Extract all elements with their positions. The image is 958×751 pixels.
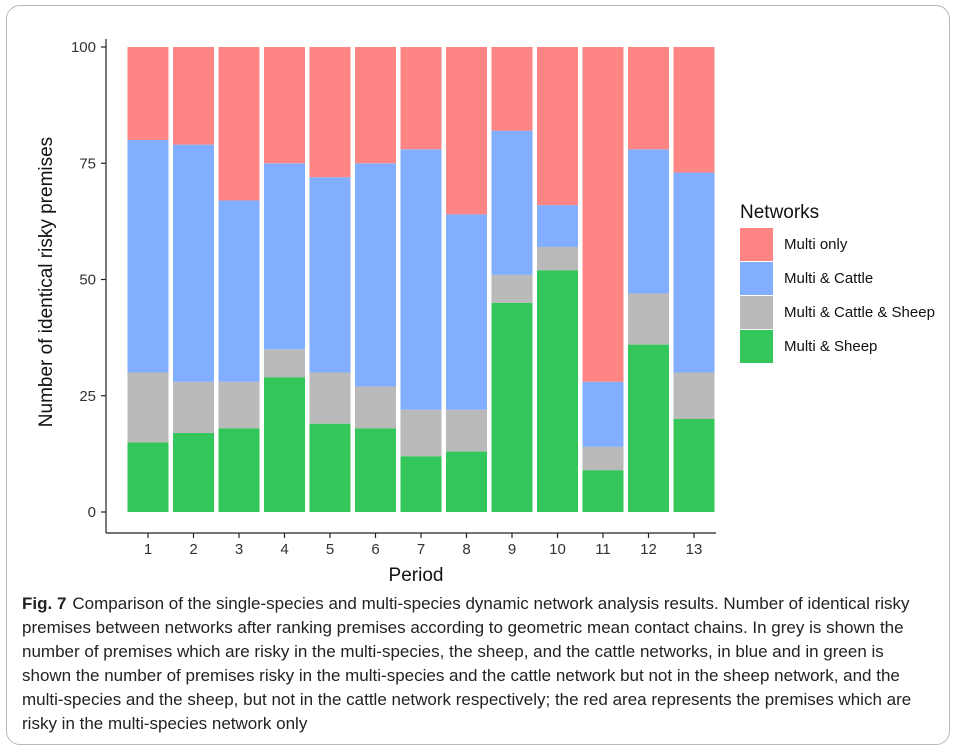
x-tick-label-12: 12 (640, 541, 657, 558)
bar-segment-multi-cattle-period-11 (582, 381, 624, 447)
bar-segment-multi-only-period-2 (173, 47, 214, 145)
y-tick-label-100: 100 (71, 39, 96, 56)
bar-segment-multi-cattle-sheep-period-7 (400, 409, 442, 457)
bar-segment-multi-cattle-period-8 (446, 214, 487, 410)
legend-label-multi-cattle: Multi & Cattle (784, 270, 873, 287)
bar-segment-multi-cattle-sheep-period-6 (355, 386, 396, 429)
y-tick-label-75: 75 (79, 155, 96, 172)
legend-swatch-multi-sheep (740, 330, 773, 363)
y-tick-label-50: 50 (79, 272, 96, 289)
bar-segment-multi-cattle-sheep-period-13 (673, 372, 715, 419)
legend-title: Networks (740, 202, 819, 223)
legend-swatch-multi-cattle-sheep (740, 296, 773, 329)
bar-segment-multi-only-period-1 (127, 47, 169, 140)
bar-segment-multi-cattle-sheep-period-10 (537, 246, 578, 271)
bar-segment-multi-only-period-10 (537, 47, 578, 206)
bar-segment-multi-cattle-period-5 (309, 177, 351, 373)
bar-segment-multi-cattle-period-12 (628, 149, 669, 294)
x-tick-label-9: 9 (508, 541, 516, 558)
y-tick-label-25: 25 (79, 388, 96, 405)
x-axis-label: Period (389, 565, 444, 586)
bar-segment-multi-cattle-period-6 (355, 163, 396, 387)
bar-segment-multi-only-period-3 (218, 47, 260, 201)
x-tick-label-11: 11 (595, 541, 611, 558)
bar-segment-multi-cattle-period-13 (673, 172, 715, 373)
bar-segment-multi-sheep-period-6 (355, 428, 396, 512)
bar-segment-multi-sheep-period-9 (491, 302, 533, 512)
bar-segment-multi-sheep-period-11 (582, 470, 624, 512)
bar-segment-multi-sheep-period-3 (218, 428, 260, 512)
bar-segment-multi-sheep-period-7 (400, 456, 442, 512)
bar-segment-multi-cattle-sheep-period-3 (218, 381, 260, 429)
bar-segment-multi-cattle-period-10 (537, 205, 578, 247)
x-tick-label-6: 6 (371, 541, 379, 558)
bar-segment-multi-sheep-period-13 (673, 419, 715, 512)
bar-segment-multi-sheep-period-10 (537, 270, 578, 512)
bar-segment-multi-only-period-13 (673, 47, 715, 173)
bar-segment-multi-cattle-sheep-period-4 (264, 349, 305, 378)
bar-segment-multi-only-period-4 (264, 47, 305, 164)
bar-segment-multi-cattle-period-2 (173, 144, 214, 382)
legend-swatch-multi-cattle (740, 262, 773, 295)
bar-segment-multi-cattle-period-4 (264, 163, 305, 350)
bar-segment-multi-sheep-period-5 (309, 423, 351, 512)
bar-segment-multi-sheep-period-8 (446, 451, 487, 512)
bar-segment-multi-sheep-period-2 (173, 432, 214, 512)
bar-segment-multi-sheep-period-12 (628, 344, 669, 512)
x-tick-label-8: 8 (462, 541, 470, 558)
bar-segment-multi-sheep-period-4 (264, 377, 305, 512)
x-axis: 1 2 3 4 5 6 7 8 9 10 11 12 13 (106, 532, 716, 558)
x-tick-label-13: 13 (686, 541, 703, 558)
bar-segment-multi-cattle-sheep-period-8 (446, 409, 487, 452)
bar-segment-multi-only-period-7 (400, 47, 442, 150)
legend-label-multi-cattle-sheep: Multi & Cattle & Sheep (784, 304, 935, 321)
bars-layer (127, 47, 715, 512)
legend-swatch-multi-only (740, 228, 773, 261)
bar-segment-multi-only-period-11 (582, 47, 624, 382)
bar-segment-multi-only-period-12 (628, 47, 669, 150)
bar-segment-multi-cattle-sheep-period-12 (628, 293, 669, 345)
bar-segment-multi-cattle-sheep-period-1 (127, 372, 169, 443)
x-tick-label-5: 5 (326, 541, 334, 558)
bar-segment-multi-cattle-sheep-period-2 (173, 381, 214, 433)
legend: Networks Multi only Multi & Cattle Multi &… (740, 202, 935, 363)
x-tick-label-3: 3 (235, 541, 243, 558)
bar-segment-multi-cattle-period-3 (218, 200, 260, 382)
y-tick-label-0: 0 (88, 504, 96, 521)
bar-segment-multi-cattle-period-9 (491, 130, 533, 275)
bar-segment-multi-only-period-6 (355, 47, 396, 164)
x-tick-label-1: 1 (144, 541, 152, 558)
figure-caption: Fig. 7 Comparison of the single-species a… (22, 592, 937, 736)
bar-segment-multi-only-period-8 (446, 47, 487, 215)
bar-segment-multi-only-period-5 (309, 47, 351, 178)
y-axis-label: Number of identical risky premises (36, 137, 57, 427)
bar-segment-multi-cattle-sheep-period-11 (582, 446, 624, 471)
bar-segment-multi-cattle-period-1 (127, 140, 169, 373)
x-tick-label-2: 2 (189, 541, 197, 558)
x-tick-label-7: 7 (417, 541, 425, 558)
x-tick-label-4: 4 (280, 541, 288, 558)
bar-segment-multi-cattle-sheep-period-9 (491, 274, 533, 303)
legend-label-multi-sheep: Multi & Sheep (784, 338, 877, 355)
bar-segment-multi-only-period-9 (491, 47, 533, 131)
caption-text: Comparison of the single-species and mul… (22, 594, 912, 733)
figure-label: Fig. 7 (22, 594, 67, 613)
bar-segment-multi-cattle-sheep-period-5 (309, 372, 351, 424)
bar-segment-multi-cattle-period-7 (400, 149, 442, 410)
legend-label-multi-only: Multi only (784, 236, 848, 253)
y-axis: 0 25 50 75 100 (71, 39, 107, 533)
x-tick-label-10: 10 (549, 541, 566, 558)
bar-segment-multi-sheep-period-1 (127, 442, 169, 512)
